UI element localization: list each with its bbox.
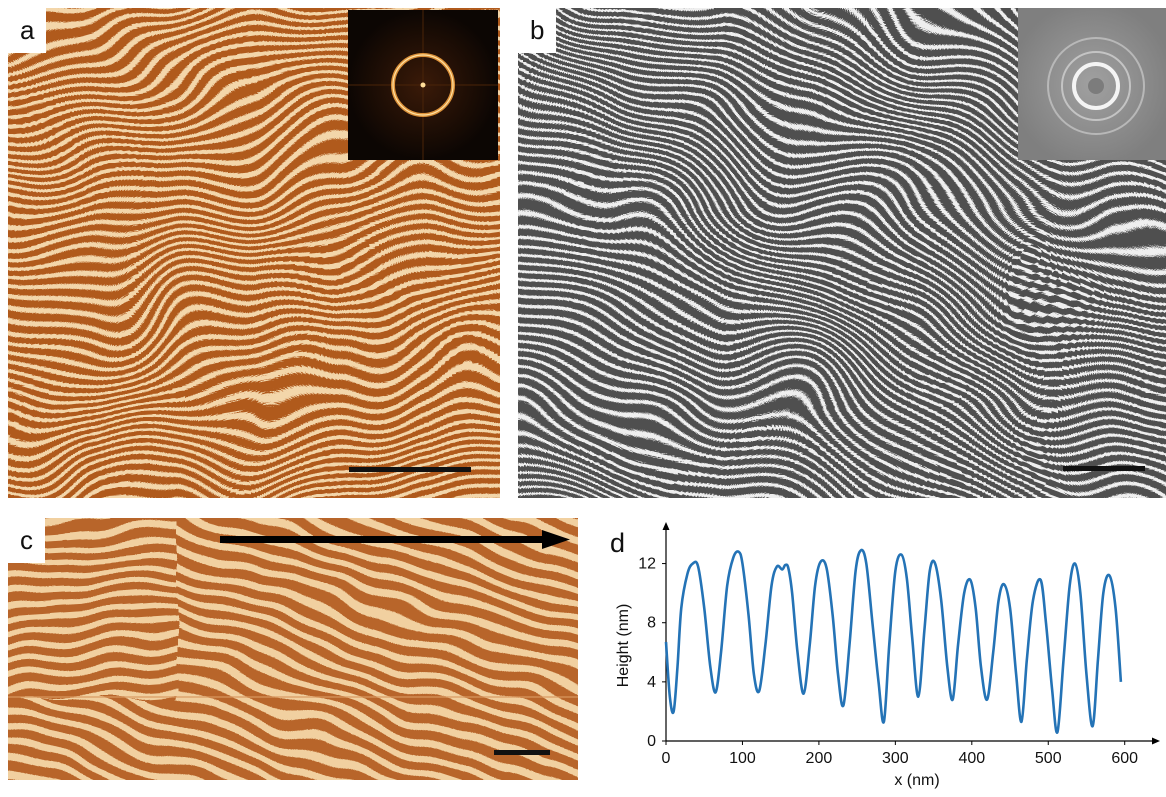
x-tick-label: 600 bbox=[1111, 750, 1138, 767]
x-tick-label: 100 bbox=[729, 750, 756, 767]
y-tick-label: 8 bbox=[647, 615, 656, 632]
scale-bar-b bbox=[1063, 466, 1145, 471]
panel-c-image bbox=[8, 518, 578, 780]
x-axis-label: x (nm) bbox=[894, 772, 939, 789]
panel-a: a bbox=[8, 8, 500, 498]
panel-a-fft-inset bbox=[348, 10, 498, 160]
panel-label-c: c bbox=[8, 518, 45, 563]
line-profile-arrow bbox=[220, 530, 570, 549]
x-axis-arrowhead bbox=[1152, 737, 1160, 745]
y-axis-label: Height (nm) bbox=[615, 604, 632, 688]
y-tick-label: 0 bbox=[647, 733, 656, 750]
scale-bar-c bbox=[494, 750, 550, 755]
y-axis-arrowhead bbox=[662, 522, 670, 530]
panel-label-b: b bbox=[518, 8, 557, 53]
y-tick-label: 12 bbox=[638, 556, 656, 573]
height-profile-line bbox=[664, 548, 1123, 734]
panel-b: b bbox=[518, 8, 1166, 498]
x-tick-label: 200 bbox=[806, 750, 833, 767]
panel-label-a: a bbox=[8, 8, 47, 53]
panel-c: c bbox=[8, 518, 578, 780]
scale-bar-a bbox=[349, 467, 471, 472]
height-profile-chart: 0 100 200 300 400 500 600 0 4 8 12 x (nm) Height (nm… bbox=[615, 522, 1160, 789]
y-tick-label: 4 bbox=[647, 674, 656, 691]
panel-label-d: d bbox=[610, 528, 626, 558]
x-tick-label: 400 bbox=[958, 750, 985, 767]
x-tick-label: 500 bbox=[1035, 750, 1062, 767]
panel-b-fft-inset bbox=[1018, 8, 1166, 160]
x-tick-label: 300 bbox=[882, 750, 909, 767]
x-tick-label: 0 bbox=[662, 750, 671, 767]
